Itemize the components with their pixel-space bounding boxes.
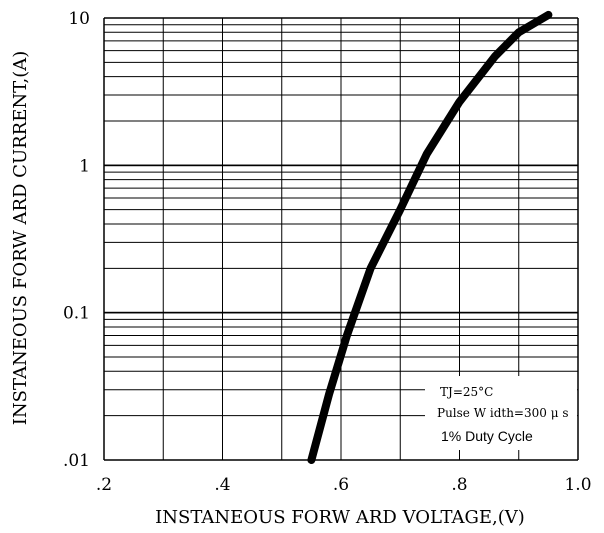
y-tick-label: 10 [68, 9, 90, 29]
x-tick-label: .8 [451, 475, 467, 495]
x-tick-label: .2 [96, 475, 112, 495]
x-axis-label: INSTANEOUS FORW ARD VOLTAGE,(V) [155, 507, 525, 528]
y-tick-label: 0.1 [63, 304, 90, 324]
x-tick-label: 1.0 [564, 475, 591, 495]
annotation-temperature: TJ=25°C [440, 385, 493, 399]
y-tick-labels: 10 1 0.1 .01 [63, 9, 90, 471]
y-axis-label: INSTANEOUS FORW ARD CURRENT,(A) [10, 51, 31, 425]
x-tick-label: .6 [333, 475, 349, 495]
x-tick-labels: .2 .4 .6 .8 1.0 [96, 475, 592, 495]
annotation-pulse-width: Pulse W idth=300 μ s [437, 406, 568, 420]
annotation-duty-cycle: 1% Duty Cycle [441, 428, 533, 444]
y-tick-label: .01 [63, 451, 90, 471]
y-tick-label: 1 [79, 156, 90, 176]
annotation-box [425, 376, 577, 450]
grid-lines [103, 17, 579, 461]
series-line [307, 10, 553, 464]
x-tick-label: .4 [214, 475, 230, 495]
